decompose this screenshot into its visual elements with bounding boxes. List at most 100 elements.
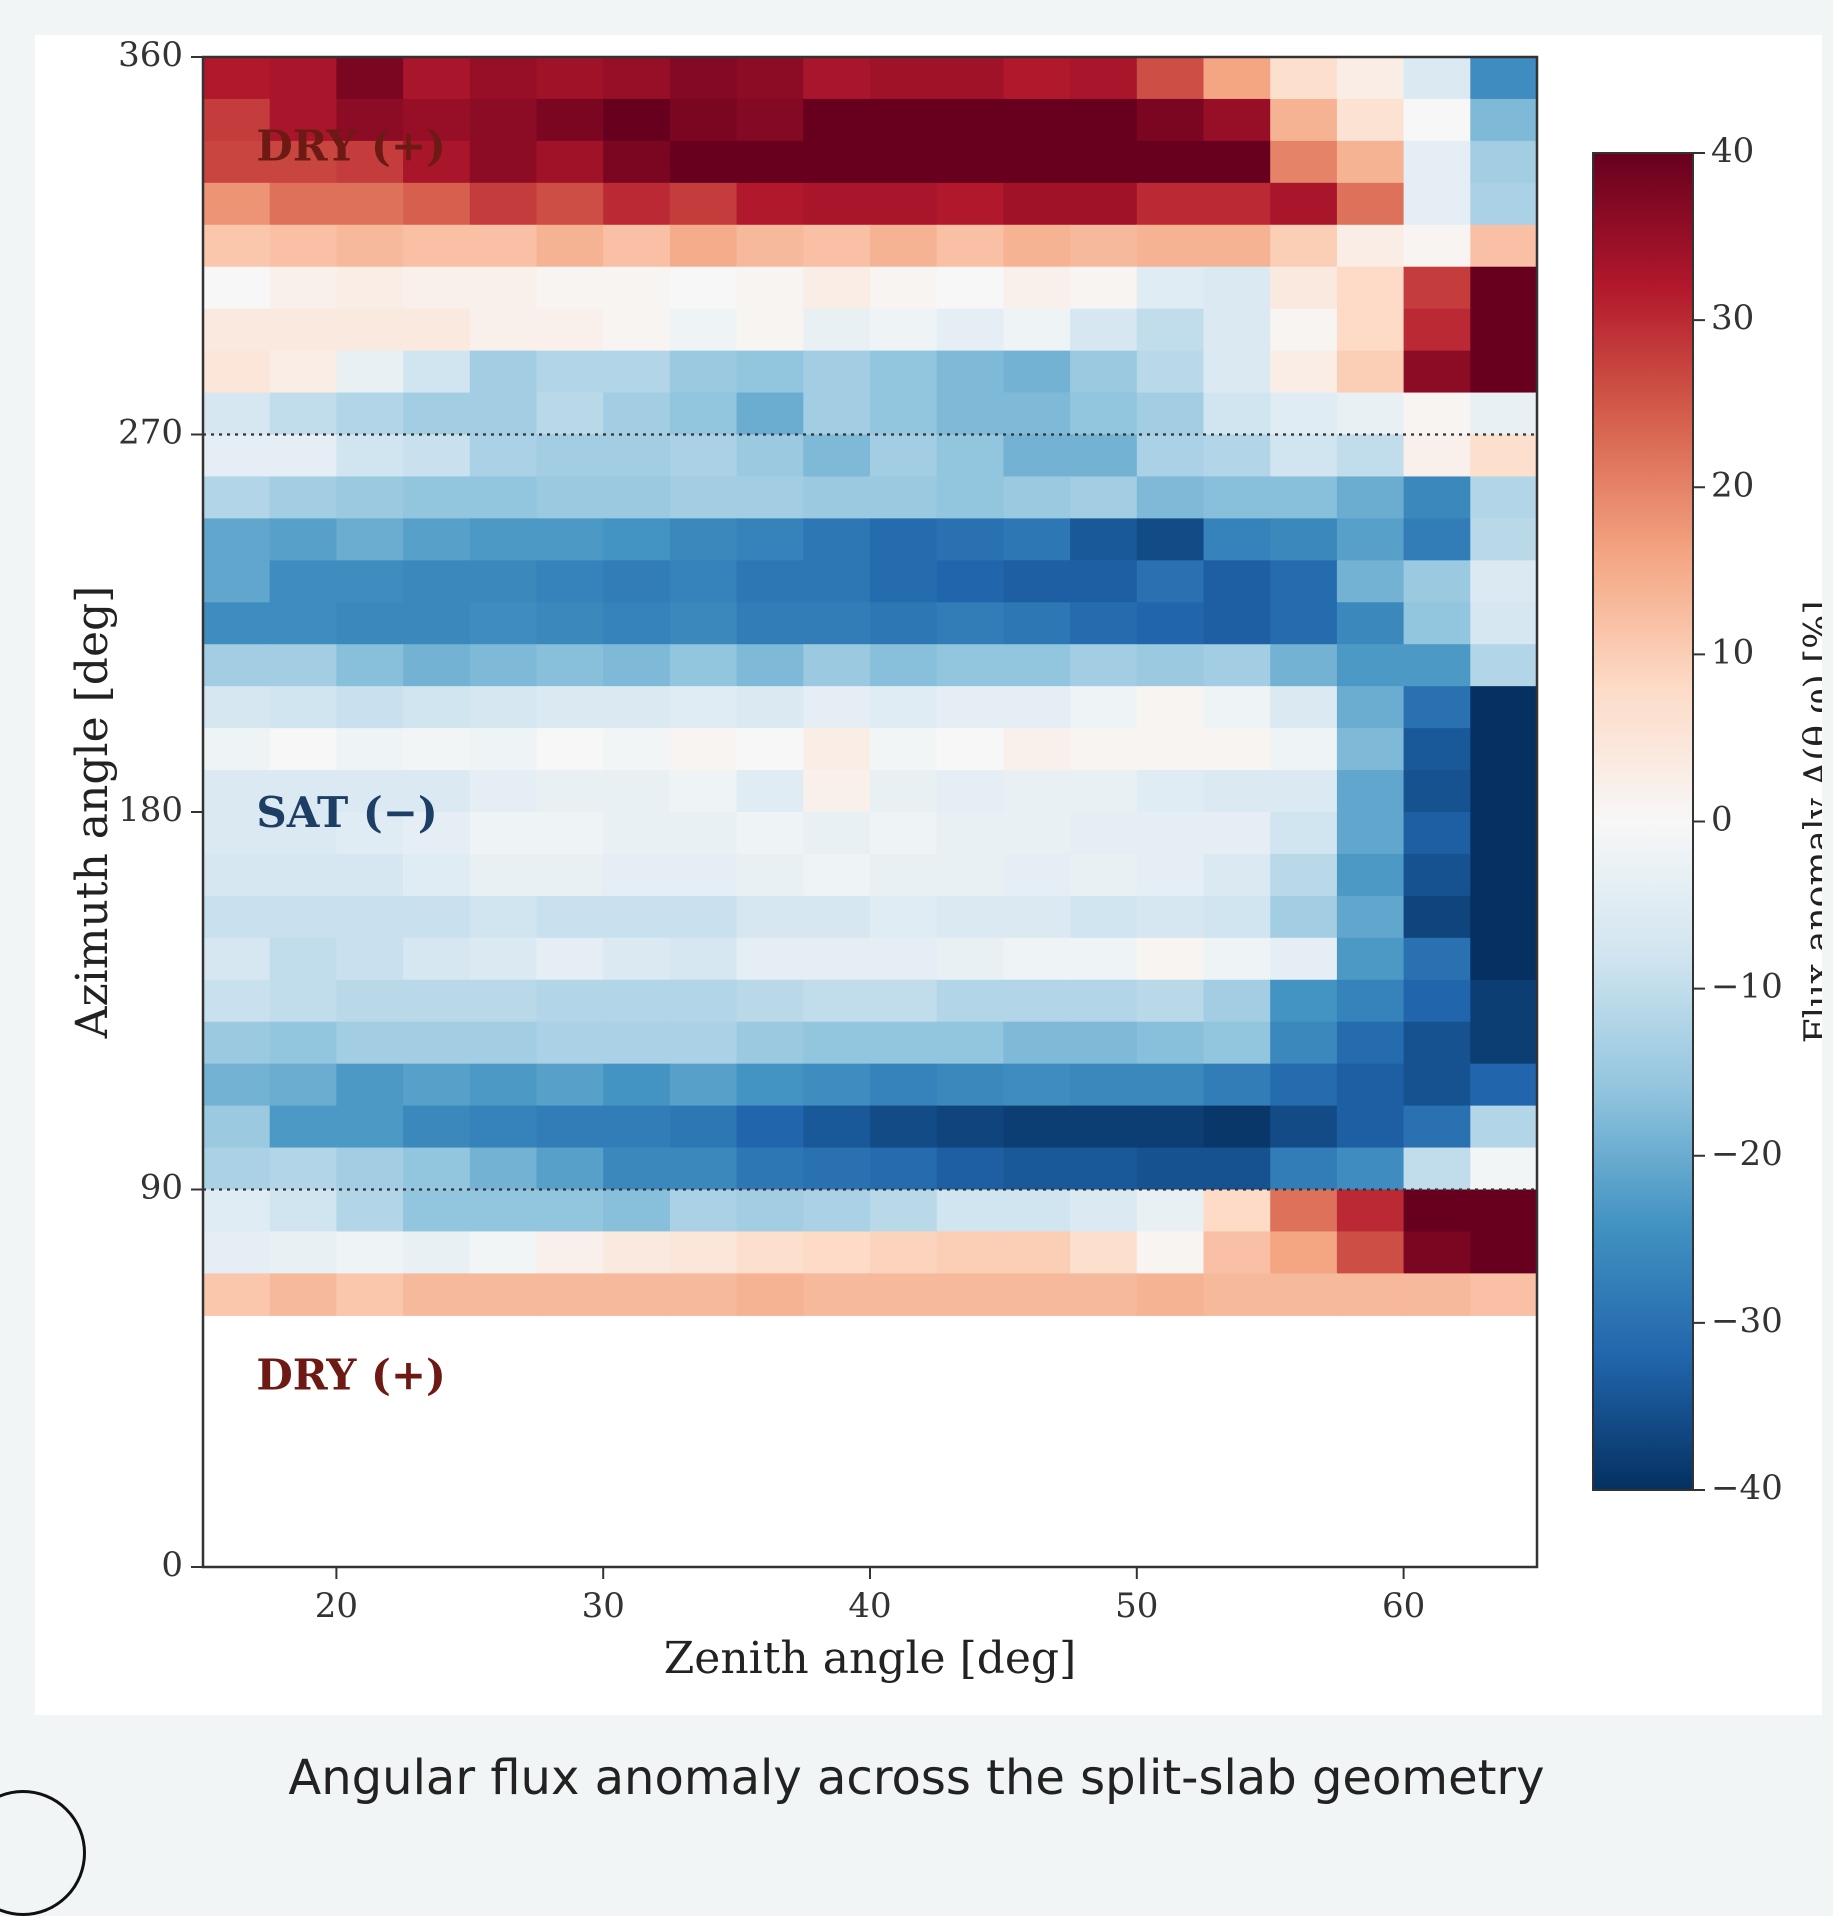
heatmap-cell: [1403, 602, 1471, 645]
heatmap-cell: [1070, 770, 1138, 813]
heatmap-cell: [1336, 1105, 1405, 1149]
heatmap-cell: [336, 979, 404, 1023]
heatmap-cell: [1136, 308, 1205, 352]
colorbar-tick-label: 20: [1711, 465, 1754, 505]
colorbar-tick-label: −10: [1711, 967, 1783, 1007]
heatmap-cell: [603, 644, 671, 687]
heatmap-cell: [1270, 644, 1338, 687]
heatmap-cell: [1270, 1189, 1338, 1233]
heatmap-cell: [403, 392, 471, 436]
heatmap-cell: [1070, 853, 1138, 897]
heatmap-cell: [669, 686, 738, 729]
heatmap-cell: [469, 1063, 538, 1107]
heatmap-cell: [1203, 182, 1271, 226]
heatmap-cell: [870, 1189, 938, 1233]
heatmap-cell: [603, 686, 671, 729]
colorbar-tick-label: −20: [1711, 1134, 1783, 1174]
heatmap-cell: [1070, 182, 1138, 226]
heatmap-cell: [736, 266, 804, 310]
heatmap-cell: [1403, 1063, 1471, 1107]
heatmap-cell: [1403, 57, 1471, 100]
heatmap-cell: [603, 1021, 671, 1065]
heatmap-cell: [603, 57, 671, 100]
heatmap-cell: [736, 1021, 804, 1065]
heatmap-cell: [803, 937, 871, 981]
heatmap-cell: [1136, 979, 1205, 1023]
heatmap-cell: [1136, 686, 1205, 729]
heatmap-cell: [1070, 224, 1138, 268]
heatmap-cell: [669, 1147, 738, 1191]
heatmap-cell: [1203, 224, 1271, 268]
heatmap-cell: [1070, 1147, 1138, 1191]
heatmap-cell: [603, 476, 671, 519]
heatmap-cell: [1003, 392, 1071, 436]
heatmap-cell: [669, 602, 738, 645]
heatmap-cell: [536, 1231, 604, 1274]
heatmap-cell: [1403, 1273, 1471, 1316]
heatmap-cell: [1070, 308, 1138, 352]
heatmap-cell: [269, 770, 337, 813]
colorbar-tick-label: −30: [1711, 1301, 1783, 1341]
heatmap-cell: [936, 853, 1004, 897]
heatmap-cell: [269, 182, 337, 226]
heatmap-cell: [1336, 224, 1405, 268]
region-annotation: SAT (−): [256, 788, 437, 837]
heatmap-cell: [269, 57, 337, 100]
heatmap-cell: [1136, 224, 1205, 268]
heatmap-cell: [736, 1231, 804, 1274]
heatmap-cell: [1470, 602, 1538, 645]
x-tick-label: 50: [1115, 1586, 1158, 1626]
heatmap-cell: [1136, 476, 1205, 519]
heatmap-cell: [1403, 728, 1471, 771]
heatmap-cell: [1003, 602, 1071, 645]
heatmap-cell: [1003, 1147, 1071, 1191]
heatmap-cell: [269, 812, 337, 855]
heatmap-cell: [1003, 518, 1071, 561]
heatmap-cell: [203, 434, 271, 478]
colorbar-tick-label: 0: [1711, 800, 1733, 840]
heatmap-cell: [603, 1273, 671, 1316]
heatmap-cell: [536, 560, 604, 603]
heatmap-cell: [1270, 308, 1338, 352]
heatmap-cell: [269, 644, 337, 687]
heatmap-cell: [736, 1105, 804, 1149]
heatmap-cell: [1403, 1105, 1471, 1149]
heatmap-cell: [469, 57, 538, 100]
heatmap-cell: [870, 518, 938, 561]
heatmap-cell: [1070, 728, 1138, 771]
heatmap-cell: [1270, 770, 1338, 813]
heatmap-cell: [1470, 98, 1538, 142]
heatmap-cell: [1070, 266, 1138, 310]
heatmap-cell: [803, 728, 871, 771]
heatmap-cell: [870, 979, 938, 1023]
heatmap-cell: [603, 182, 671, 226]
heatmap-cell: [203, 1147, 271, 1191]
heatmap-cell: [1003, 979, 1071, 1023]
heatmap-cell: [1203, 812, 1271, 855]
heatmap-cell: [1336, 937, 1405, 981]
heatmap-cell: [403, 812, 471, 855]
heatmap-cell: [536, 728, 604, 771]
heatmap-cell: [870, 602, 938, 645]
heatmap-cell: [1203, 350, 1271, 394]
heatmap-cell: [403, 98, 471, 142]
corner-arc-decoration: [0, 1790, 86, 1916]
heatmap-cell: [403, 1147, 471, 1191]
heatmap-cell: [669, 812, 738, 855]
heatmap-cell: [736, 140, 804, 184]
heatmap-cell: [1136, 937, 1205, 981]
y-tick-label: 360: [118, 35, 183, 75]
heatmap-cell: [203, 686, 271, 729]
heatmap-cell: [1203, 98, 1271, 142]
heatmap-cell: [1270, 1147, 1338, 1191]
heatmap-cell: [1136, 644, 1205, 687]
heatmap-cell: [1070, 1021, 1138, 1065]
heatmap-cell: [669, 308, 738, 352]
heatmap-cell: [1336, 140, 1405, 184]
heatmap-cell: [1336, 853, 1405, 897]
heatmap-cell: [803, 1273, 871, 1316]
heatmap-cell: [1003, 1189, 1071, 1233]
heatmap-cell: [1336, 1063, 1405, 1107]
heatmap-cell: [203, 602, 271, 645]
heatmap-cell: [669, 895, 738, 939]
